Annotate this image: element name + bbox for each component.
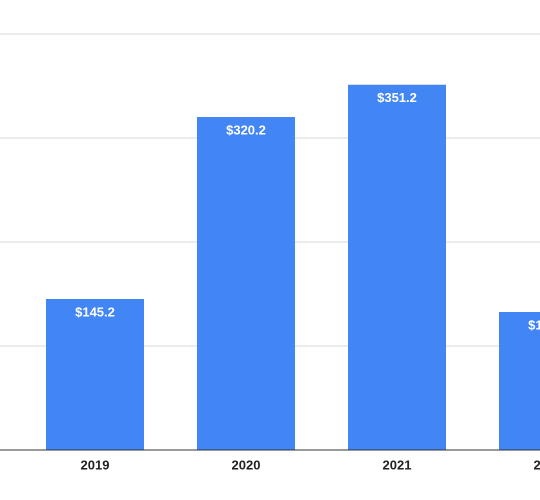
value-label: $132.7 — [528, 317, 540, 332]
x-tick-label: 2019 — [81, 457, 110, 472]
value-label: $351.2 — [377, 90, 417, 105]
value-label: $320.2 — [226, 122, 266, 137]
x-tick-label: 2020 — [232, 457, 261, 472]
bar — [499, 311, 540, 450]
x-tick-label: 2021 — [383, 457, 412, 472]
value-label: $145.2 — [75, 304, 115, 319]
bar — [197, 116, 295, 450]
x-tick-label: 2022 — [534, 457, 540, 472]
bar — [348, 84, 446, 450]
bar — [46, 298, 144, 450]
